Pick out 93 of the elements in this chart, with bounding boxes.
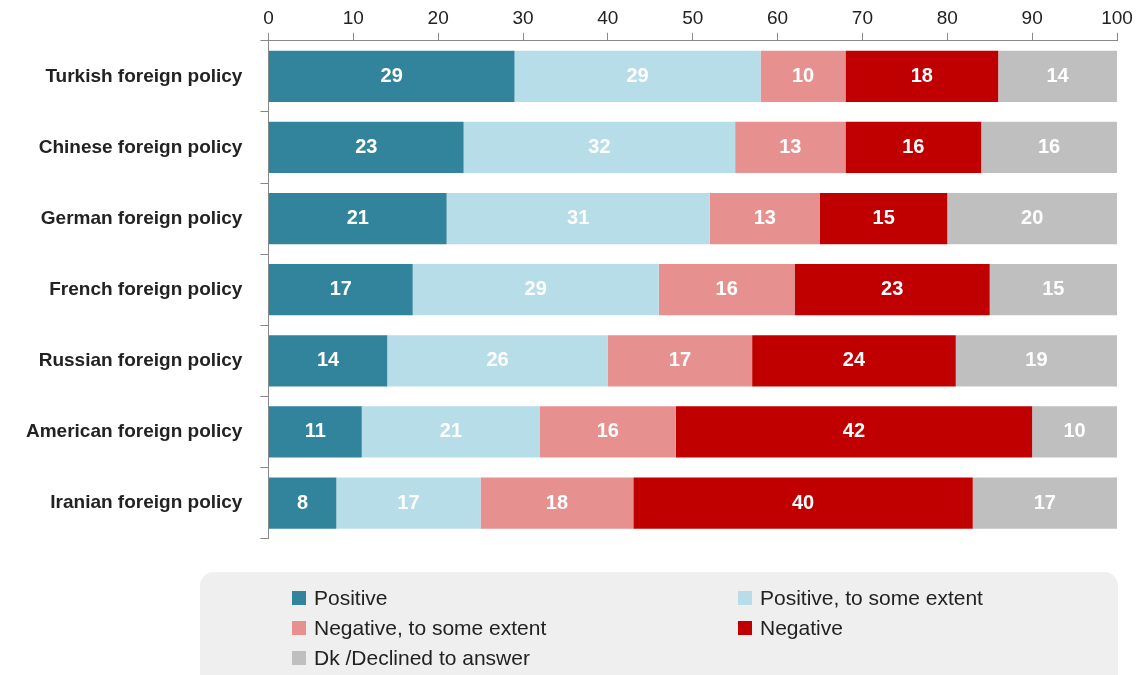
bar [760, 50, 846, 102]
bar [514, 50, 761, 102]
bar [361, 406, 540, 458]
legend-label: Positive [314, 586, 388, 610]
bar [735, 121, 846, 174]
y-tick-label: Iranian foreign policy [50, 491, 243, 513]
data-label: 10 [791, 63, 815, 86]
y-tick-label: Turkish foreign policy [45, 64, 243, 86]
legend-label: Dk /Declined to answer [314, 646, 530, 670]
x-tick-label: 90 [1021, 6, 1043, 28]
data-label: 20 [1021, 206, 1044, 229]
data-label: 21 [346, 206, 369, 229]
bar [268, 406, 362, 458]
bar [972, 477, 1117, 529]
legend-label: Negative, to some extent [314, 616, 547, 640]
data-label: 31 [567, 206, 590, 229]
x-tick-label: 0 [263, 6, 274, 28]
bar [633, 477, 973, 529]
bar [336, 477, 481, 529]
bar [675, 406, 1033, 458]
bar [845, 121, 982, 174]
bar [387, 335, 608, 387]
x-tick-label: 50 [682, 6, 704, 28]
data-label: 29 [626, 63, 649, 86]
bar [412, 264, 659, 316]
data-label: 18 [910, 63, 933, 86]
bar [268, 121, 464, 174]
bar [607, 335, 753, 387]
data-label: 40 [791, 490, 815, 513]
data-label: 15 [1042, 277, 1065, 300]
data-label: 21 [439, 419, 463, 442]
data-label: 13 [753, 206, 776, 229]
bar [480, 477, 634, 529]
bar [794, 264, 990, 316]
y-tick-label: French foreign policy [49, 277, 243, 299]
data-label: 17 [329, 277, 352, 300]
data-label: 16 [596, 419, 619, 442]
bar [998, 50, 1117, 102]
bar [1032, 406, 1117, 458]
y-tick-label: Russian foreign policy [38, 349, 243, 371]
x-tick-label: 10 [342, 6, 364, 28]
legend-label: Positive, to some extent [760, 586, 983, 610]
data-label: 11 [304, 419, 326, 442]
y-tick-label: German foreign policy [40, 206, 243, 228]
bar [820, 192, 948, 245]
x-tick-label: 60 [767, 6, 789, 28]
data-label: 29 [524, 277, 547, 300]
data-label: 26 [486, 348, 509, 371]
bar [709, 192, 820, 245]
data-label: 16 [715, 277, 738, 300]
data-label: 15 [872, 206, 895, 229]
data-label: 42 [842, 419, 866, 442]
bar [463, 121, 736, 174]
data-label: 17 [1033, 490, 1056, 513]
bar [658, 264, 795, 316]
data-label: 29 [380, 63, 403, 86]
bar [845, 50, 999, 102]
data-label: 14 [1046, 63, 1070, 86]
data-label: 14 [316, 348, 341, 371]
data-label: 10 [1063, 419, 1086, 442]
bar [446, 192, 710, 245]
data-label: 16 [902, 134, 925, 157]
data-label: 17 [397, 490, 420, 513]
x-tick-label: 30 [512, 6, 534, 28]
bar [268, 192, 447, 245]
data-label: 17 [668, 348, 692, 371]
bar [752, 335, 956, 387]
data-label: 16 [1037, 134, 1061, 157]
bar [268, 335, 388, 387]
data-label: 23 [355, 134, 378, 157]
data-label: 24 [842, 348, 866, 371]
legend-label: Negative [760, 616, 843, 640]
data-label: 32 [588, 134, 611, 157]
bar [947, 192, 1117, 245]
data-label: 19 [1025, 348, 1048, 371]
x-tick-label: 80 [936, 6, 958, 28]
bar [268, 50, 515, 102]
x-tick-label: 70 [851, 6, 873, 28]
bar [989, 264, 1117, 316]
x-tick-label: 20 [427, 6, 449, 28]
bar [981, 121, 1117, 174]
y-tick-label: Chinese foreign policy [38, 135, 243, 157]
data-label: 18 [545, 490, 569, 513]
bar [268, 264, 413, 316]
x-tick-label: 40 [597, 6, 619, 28]
bar [955, 335, 1117, 387]
x-tick-label: 100 [1101, 6, 1133, 28]
data-label: 13 [779, 134, 802, 157]
data-label: 23 [881, 277, 904, 300]
y-tick-label: American foreign policy [25, 420, 243, 442]
data-label: 8 [297, 490, 309, 513]
bar [539, 406, 676, 458]
bar [268, 477, 337, 529]
